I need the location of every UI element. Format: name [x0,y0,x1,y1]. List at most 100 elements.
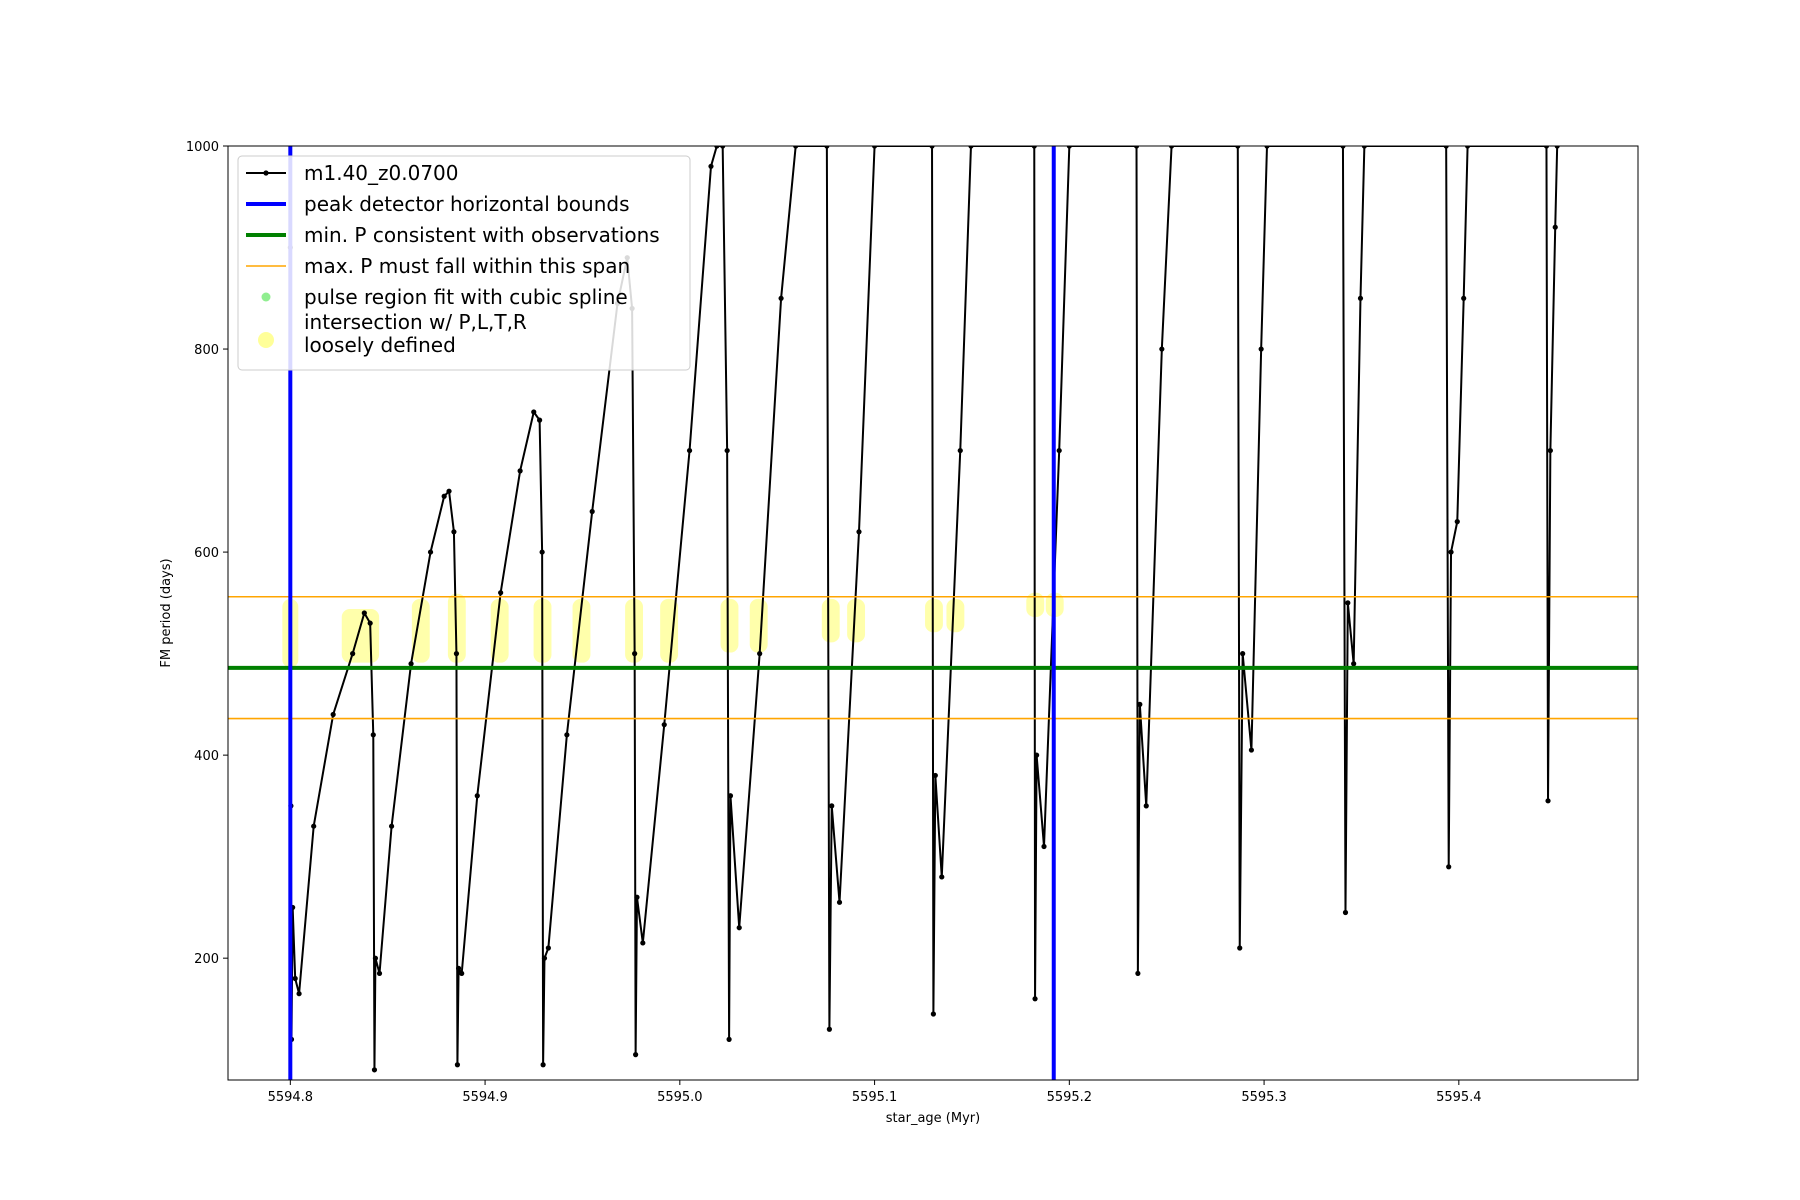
series-point-47 [720,146,726,149]
series-point-10 [367,620,373,626]
series-point-43 [661,722,667,728]
series-point-11 [370,732,376,738]
series-point-72 [1066,146,1072,149]
series-point-28 [531,409,537,415]
series-point-97 [1543,146,1550,149]
series-point-74 [1135,970,1141,977]
intersection-region-1 [341,609,380,663]
y-axis-label: FM period (days) [159,558,174,667]
series-point-5 [296,991,302,997]
series-point-55 [824,146,830,149]
series-point-71 [1056,447,1062,454]
series-point-25 [474,793,480,799]
intersection-region-2 [411,598,430,663]
series-point-100 [1552,224,1558,230]
series-point-82 [1248,747,1255,753]
legend-label-3: max. P must fall within this span [304,254,630,278]
series-point-46 [714,146,720,149]
series-point-61 [929,146,935,149]
series-point-85 [1340,146,1346,149]
series-point-6 [311,823,317,829]
series-point-42 [640,940,646,946]
series-point-87 [1345,600,1351,606]
series-point-79 [1235,146,1241,149]
series-point-83 [1258,346,1264,352]
intersection-region-9 [720,598,739,653]
y-axis: 200 400 600 800 1000 [186,140,228,967]
series-point-62 [930,1011,936,1017]
x-tick-label-6: 5595.4 [1436,1090,1482,1105]
series-point-50 [727,793,734,799]
series-point-76 [1143,803,1149,809]
series-point-34 [564,732,570,738]
intersection-region-14 [946,598,965,633]
series-point-33 [545,945,551,951]
series-point-65 [957,447,963,454]
y-tick-label-3: 800 [194,343,219,358]
series-point-22 [454,1062,461,1068]
series-point-53 [778,295,784,301]
series-point-73 [1133,146,1140,149]
series-point-96 [1464,146,1471,149]
intersection-region-13 [925,598,943,633]
y-tick-label-1: 400 [194,749,219,764]
series-point-9 [361,610,367,616]
series-point-8 [350,651,356,657]
series-point-7 [330,711,336,718]
series-point-48 [724,447,730,454]
plot-frame [227,145,1639,1081]
y-tick-label-2: 600 [194,546,219,561]
legend-label-5-line2: loosely defined [304,333,456,357]
series-point-70 [1041,843,1047,850]
x-tick-label-4: 5595.2 [1047,1090,1093,1105]
series-point-80 [1237,945,1243,951]
legend-handle-5 [258,332,274,348]
series-point-4 [292,975,298,982]
series-point-13 [372,955,379,961]
x-tick-label-1: 5594.9 [462,1090,508,1105]
series-point-32 [541,955,548,961]
x-tick-label-2: 5595.0 [657,1090,703,1105]
intersection-region-10 [749,598,768,653]
series-point-99 [1547,447,1553,454]
series-point-16 [408,661,414,667]
series-point-98 [1545,798,1551,804]
legend-handle-marker-0 [263,170,269,176]
series-point-57 [829,803,835,809]
series-point-52 [757,651,763,657]
x-tick-label-0: 5594.8 [268,1090,314,1105]
intersection-region-12 [847,598,866,643]
legend-label-4: pulse region fit with cubic spline [304,285,628,309]
legend-handle-4 [261,292,271,302]
series-point-64 [939,874,945,880]
x-tick-label-3: 5595.1 [852,1090,898,1105]
series-point-101 [1554,146,1560,149]
series-point-88 [1351,661,1357,667]
series-point-58 [836,899,843,905]
series-point-44 [686,447,693,454]
series-point-17 [427,549,434,555]
legend-label-0: m1.40_z0.0700 [304,161,459,185]
series-point-24 [459,970,465,977]
series-point-92 [1446,864,1452,870]
series-point-51 [736,925,742,931]
series-point-60 [871,146,878,149]
series-point-29 [537,417,543,423]
series-point-14 [376,970,383,977]
series-point-27 [517,468,523,474]
series-point-68 [1032,996,1038,1002]
series-point-84 [1264,146,1270,149]
x-axis-label: star_age (Myr) [886,1111,980,1126]
series-point-56 [826,1026,832,1032]
series-point-35 [589,508,595,515]
series-point-89 [1357,295,1364,301]
legend-label-5: intersection w/ P,L,T,R [304,310,527,334]
series-point-15 [388,823,395,829]
series-point-59 [856,529,862,535]
series-point-67 [1031,146,1037,149]
series-point-93 [1448,549,1454,555]
series-point-81 [1240,651,1246,657]
series-point-12 [371,1067,378,1073]
series-point-75 [1137,701,1143,707]
